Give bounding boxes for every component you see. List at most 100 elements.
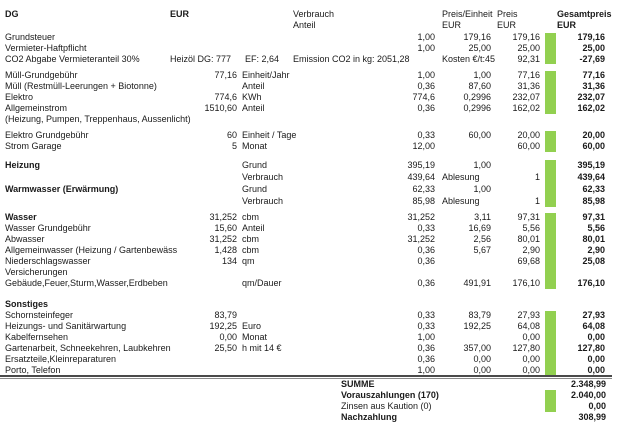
unit-label: Einheit/Jahr xyxy=(242,70,290,80)
table-row: Heizung Grund 395,19 1,00 395,19 xyxy=(0,159,632,171)
gesamtpreis-value: 232,07 xyxy=(577,92,605,102)
preis-einheit-value: 179,16 xyxy=(463,32,491,42)
header-preis-einheit: Preis/Einheit xyxy=(442,9,493,19)
header-gesamtpreis-eur: EUR xyxy=(557,20,577,30)
header-preis-eur: EUR xyxy=(497,20,517,30)
preis-einheit-value: 357,00 xyxy=(463,343,491,353)
preis-value: 69,68 xyxy=(517,256,540,266)
summary-value: 2.348,99 xyxy=(570,379,606,389)
preis-value: 1 xyxy=(534,196,540,206)
unit-label: Anteil xyxy=(242,81,265,91)
summary-row: Nachzahlung 308,99 xyxy=(0,412,632,423)
preis-einheit-value: 3,11 xyxy=(474,212,491,222)
row-label: Gebäude,Feuer,Sturm,Wasser,Erdbeben xyxy=(5,278,168,288)
header-verbrauch: Verbrauch xyxy=(293,9,335,19)
unit-label: Anteil xyxy=(242,223,265,233)
row-label: Niederschlagswasser xyxy=(5,256,91,266)
verbrauch-unit: Ablesung xyxy=(442,172,480,182)
gesamtpreis-value: 25,00 xyxy=(582,43,605,53)
amount-eur: 15,60 xyxy=(214,223,237,233)
section-grundgebuehr: Elektro Grundgebühr 60 Einheit / Tage 0,33 6… xyxy=(0,130,632,152)
summary-value: 308,99 xyxy=(578,412,606,422)
preis-einheit-value: 1,00 xyxy=(473,160,491,170)
header-preis: Preis xyxy=(497,9,518,19)
gesamtpreis-value: 2,90 xyxy=(587,245,605,255)
unit-label: Grund xyxy=(242,160,268,170)
table-row: Vermieter-Haftpflicht 1,00 25,00 25,00 25,00 xyxy=(0,43,632,54)
table-row: Ersatzteile,Kleinreparaturen 0,36 0,00 0,00… xyxy=(0,354,632,365)
section-wasser: Wasser 31,252 cbm 31,252 3,11 97,31 97,31 Wasse… xyxy=(0,212,632,289)
preis-value: 60,00 xyxy=(517,141,540,151)
preis-einheit-value: 83,79 xyxy=(468,310,491,320)
verbrauch-value: 395,19 xyxy=(407,160,435,170)
gesamtpreis-value: 27,93 xyxy=(582,310,605,320)
verbrauch-value: 0,33 xyxy=(417,310,435,320)
summary-label: SUMME xyxy=(341,379,375,389)
row-label: Wasser xyxy=(5,212,37,222)
gesamtpreis-value: 127,80 xyxy=(577,343,605,353)
preis-value: 64,08 xyxy=(517,321,540,331)
table-row: Gebäude,Feuer,Sturm,Wasser,Erdbeben qm/Da… xyxy=(0,278,632,289)
preis-einheit-value: 16,69 xyxy=(468,223,491,233)
unit-label: Grund xyxy=(242,184,268,194)
row-label: Gartenarbeit, Schneekehren, Laubkehren xyxy=(5,343,171,353)
preis-einheit-value: 0,00 xyxy=(473,365,491,375)
unit-label: Euro xyxy=(242,321,262,331)
preis-value: 25,00 xyxy=(517,43,540,53)
row-label: Heizungs- und Sanitärwartung xyxy=(5,321,127,331)
unit-label: Verbrauch xyxy=(242,196,284,206)
verbrauch-value: 0,36 xyxy=(417,245,435,255)
gesamtpreis-value: 0,00 xyxy=(587,332,605,342)
amount-eur: 134 xyxy=(221,256,237,266)
gesamtpreis-value: 20,00 xyxy=(582,130,605,140)
preis-einheit-value: 87,60 xyxy=(468,81,491,91)
row-label: Warmwasser (Erwärmung) xyxy=(5,184,119,194)
amount-eur: 83,79 xyxy=(214,310,237,320)
gesamtpreis-value: 0,00 xyxy=(587,365,605,375)
verbrauch-value: 774,6 xyxy=(412,92,435,102)
table-row: Allgemeinstrom 1510,60 Anteil 0,36 0,2996 162… xyxy=(0,103,632,114)
row-label: Allgemeinstrom xyxy=(5,103,68,113)
summary-label: Vorauszahlungen (170) xyxy=(341,390,439,400)
amount-eur: 25,50 xyxy=(214,343,237,353)
gesamtpreis-value: 179,16 xyxy=(577,32,605,42)
verbrauch-value: 1,00 xyxy=(417,332,435,342)
header-preis-einheit-eur: EUR xyxy=(442,20,462,30)
unit-label: Verbrauch xyxy=(242,172,284,182)
table-row: Gartenarbeit, Schneekehren, Laubkehren 25… xyxy=(0,343,632,354)
table-row: Grundsteuer 1,00 179,16 179,16 179,16 xyxy=(0,32,632,43)
summary-block: SUMME 2.348,99 Vorauszahlungen (170) 2.040,… xyxy=(0,379,632,423)
preis-einheit-value: 60,00 xyxy=(468,130,491,140)
highlight-bar xyxy=(545,311,556,376)
gesamtpreis-value: 0,00 xyxy=(587,354,605,364)
unit-label: cbm xyxy=(242,212,260,222)
summary-row: SUMME 2.348,99 xyxy=(0,379,632,390)
row-label: Allgemeinwasser (Heizung / Gartenbewäss xyxy=(5,245,178,255)
table-row: Porto, Telefon 1,00 0,00 0,00 0,00 xyxy=(0,365,632,376)
amount-eur: 31,252 xyxy=(209,212,237,222)
row-label: Sonstiges xyxy=(5,299,49,309)
amount-eur: 77,16 xyxy=(214,70,237,80)
verbrauch-unit: Ablesung xyxy=(442,196,480,206)
emission-co2-info: Emission CO2 in kg: 2051,28 xyxy=(293,54,410,64)
row-label: Kabelfernsehen xyxy=(5,332,69,342)
verbrauch-value: 12,00 xyxy=(412,141,435,151)
table-row: Elektro 774,6 KWh 774,6 0,2996 232,07 232,07 xyxy=(0,92,632,103)
gesamtpreis-value: 176,10 xyxy=(577,278,605,288)
verbrauch-value: 1,00 xyxy=(417,43,435,53)
verbrauch-value: 0,36 xyxy=(417,278,435,288)
amount-eur: 60 xyxy=(226,130,237,140)
kosten-info: Kosten €/t:45 xyxy=(442,54,496,64)
emission-factor-info: EF: 2,64 xyxy=(245,54,280,64)
header-anteil: Anteil xyxy=(293,20,316,30)
amount-eur: 192,25 xyxy=(209,321,237,331)
section-muell-strom: Müll-Grundgebühr 77,16 Einheit/Jahr 1,00 1,0… xyxy=(0,70,632,125)
preis-einheit-value: 0,2996 xyxy=(463,103,491,113)
preis-einheit-value: 2,56 xyxy=(473,234,491,244)
unit-label: Monat xyxy=(242,141,268,151)
preis-einheit-value: 1,00 xyxy=(473,70,491,80)
table-row: Müll (Restmüll-Leerungen + Biotonne) Ante… xyxy=(0,81,632,92)
verbrauch-value: 62,33 xyxy=(412,184,435,194)
header-gesamtpreis: Gesamtpreis xyxy=(557,9,612,19)
